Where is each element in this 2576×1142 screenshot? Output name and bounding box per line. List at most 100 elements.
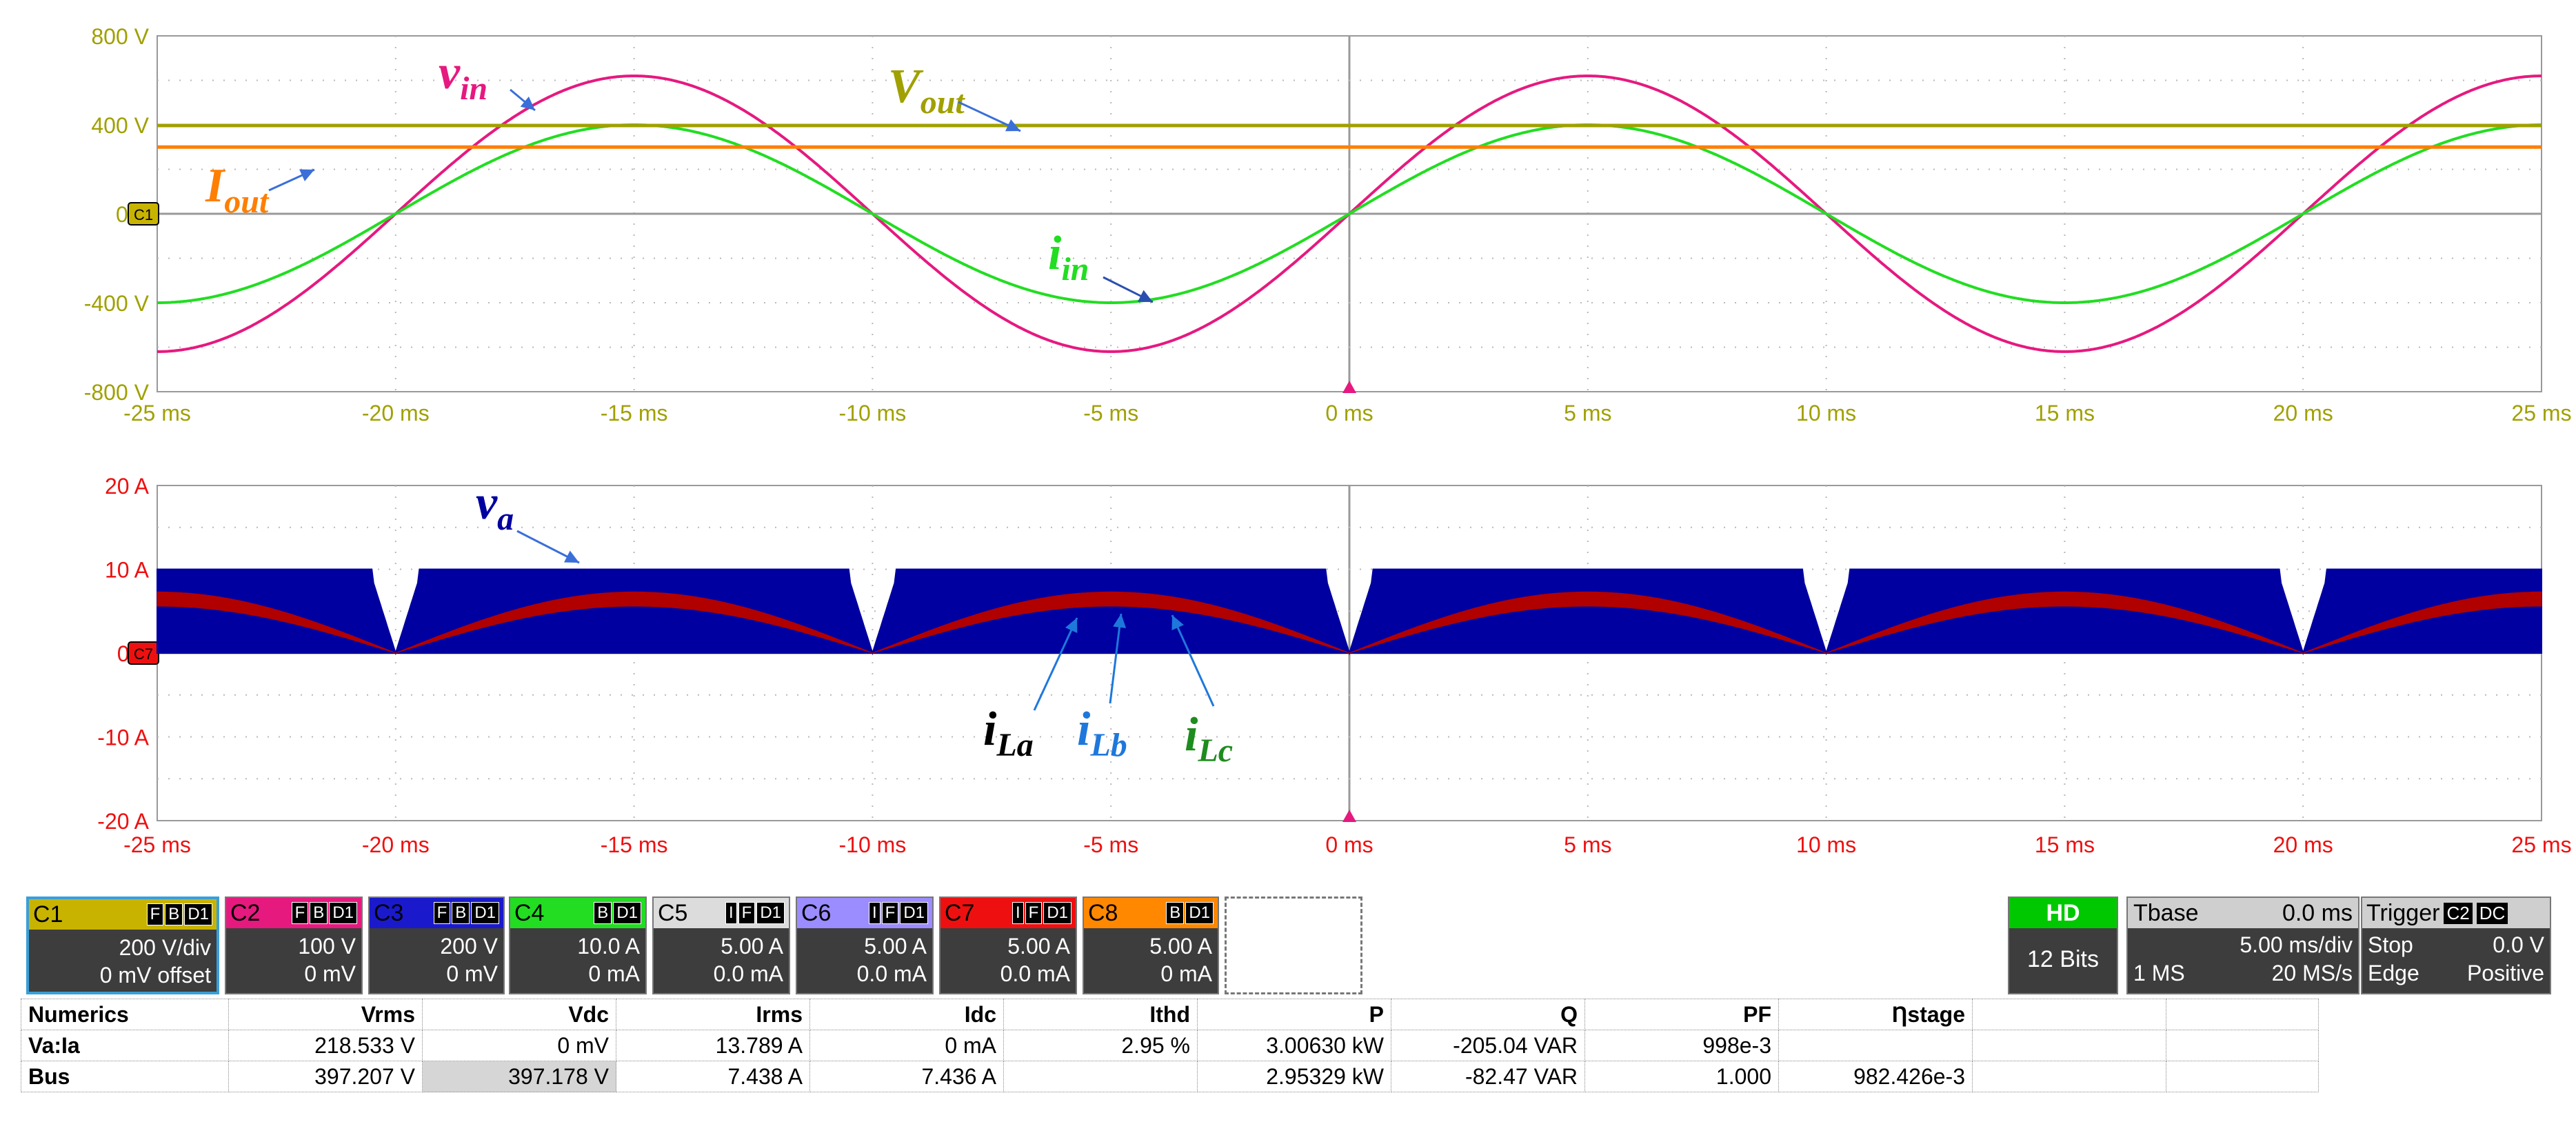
bit-depth: 12 Bits	[2027, 946, 2099, 972]
empty-cell	[2166, 1030, 2319, 1061]
channel-offset: 0.0 mA	[713, 961, 783, 986]
x-tick-label: 20 ms	[2273, 401, 2333, 425]
channel-chip-c6[interactable]: C6 I F D1 5.00 A 0.0 mA	[796, 896, 934, 994]
channel-flags: B D1	[1166, 902, 1214, 924]
header-q: Q	[1391, 999, 1585, 1030]
x-tick-label: -25 ms	[123, 401, 191, 425]
x-tick-label: 10 ms	[1796, 832, 1856, 857]
cell-nstage	[1778, 1030, 1973, 1061]
channel-name: C8	[1088, 899, 1118, 926]
trigger-slope: Positive	[2466, 961, 2544, 985]
channel-flags: F B D1	[146, 903, 212, 925]
channel-flag: F	[291, 902, 309, 924]
x-tick-label: 5 ms	[1564, 401, 1611, 425]
cell-ithd	[1003, 1061, 1198, 1092]
annotation-v-a: va	[476, 477, 580, 564]
timebase-box[interactable]: Tbase 0.0 ms 5.00 ms/div 1 MS 20 MS/s	[2126, 896, 2359, 994]
x-tick-label: -20 ms	[362, 832, 430, 857]
y-tick-label: 400 V	[91, 113, 149, 138]
x-tick-label: 25 ms	[2511, 832, 2571, 857]
channel-offset: 0.0 mA	[856, 961, 927, 986]
channel-chip-c1[interactable]: C1 F B D1 200 V/div 0 mV offset	[26, 896, 219, 994]
annotation-i-la: iLa	[983, 617, 1078, 763]
channel-chip-c7[interactable]: C7 I F D1 5.00 A 0.0 mA	[939, 896, 1077, 994]
trigger-type: Edge	[2368, 961, 2419, 985]
annotation-main-v-out: V	[888, 60, 924, 113]
annotation-main-i-out: I	[205, 159, 226, 212]
channel-flag: F	[1025, 902, 1043, 924]
header-p: P	[1197, 999, 1391, 1030]
annotation-i-lc: iLc	[1171, 614, 1233, 769]
cell-irms: 13.789 A	[616, 1030, 810, 1061]
cell-irms: 7.438 A	[616, 1061, 810, 1092]
annotation-sub-v-a: a	[497, 501, 514, 537]
annotation-sub-i-in: in	[1061, 251, 1089, 288]
channel-flag: B	[452, 902, 470, 924]
channel-chip-c5[interactable]: C5 I F D1 5.00 A 0.0 mA	[652, 896, 790, 994]
x-tick-label: 10 ms	[1796, 401, 1856, 425]
annotation-sub-v-out: out	[920, 84, 966, 121]
header-pf: PF	[1584, 999, 1779, 1030]
y-tick-label: 800 V	[91, 24, 149, 49]
channel-flag: D1	[900, 902, 928, 924]
trigger-position-marker	[1342, 381, 1356, 393]
empty-channel-slot[interactable]	[1225, 896, 1362, 994]
cell-q: -82.47 VAR	[1391, 1061, 1585, 1092]
numerics-header-row: Numerics Vrms Vdc Irms Idc Ithd P Q PF Ƞ…	[21, 999, 2319, 1030]
x-tick-label: 0 ms	[1325, 832, 1373, 857]
annotation-arrow-i-lb	[1109, 613, 1123, 704]
channel-scale: 200 V/div	[119, 935, 211, 960]
y-tick-label: -20 A	[97, 809, 149, 834]
channel-chip-header: C5 I F D1	[654, 898, 789, 928]
annotation-label-v-in: vin	[439, 46, 487, 107]
cell-q: -205.04 VAR	[1391, 1030, 1585, 1061]
channel-offset: 0 mA	[588, 961, 640, 986]
channel-flag: I	[725, 902, 737, 924]
channel-flag: I	[1012, 902, 1024, 924]
channel-flag: D1	[613, 902, 641, 924]
series-line-i_in	[157, 123, 2542, 304]
annotation-sub-i-lc: Lc	[1197, 732, 1233, 769]
channel-marker: C7	[128, 641, 159, 665]
cell-pf: 1.000	[1584, 1061, 1779, 1092]
channel-flag: D1	[1185, 902, 1214, 924]
channel-flag: I	[868, 902, 881, 924]
channel-flag: D1	[1043, 902, 1071, 924]
channel-name: C6	[801, 899, 832, 926]
empty-cell	[2166, 999, 2319, 1030]
trigger-box[interactable]: Trigger C2 DC Stop 0.0 V Edge Positive	[2361, 896, 2551, 994]
lower-plot-panel: 20 A10 A0 A-10 A-20 A-25 ms-20 ms-15 ms-…	[97, 474, 2571, 857]
channel-chip-header: C1 F B D1	[29, 899, 217, 930]
annotation-label-i-lb: iLb	[1077, 703, 1127, 763]
trigger-level: 0.0 V	[2493, 932, 2544, 957]
channel-name: C4	[514, 899, 545, 926]
x-tick-label: -15 ms	[601, 832, 668, 857]
channel-name: C3	[374, 899, 404, 926]
channel-scale: 100 V	[298, 934, 356, 959]
x-tick-label: -10 ms	[839, 401, 907, 425]
channel-chip-header: C6 I F D1	[797, 898, 932, 928]
annotation-label-v-out: Vout	[888, 60, 965, 121]
annotation-i-out: Iout	[205, 159, 315, 220]
channel-marker-box	[128, 202, 159, 226]
x-tick-label: 20 ms	[2273, 832, 2333, 857]
cell-vrms: 397.207 V	[228, 1061, 423, 1092]
channel-flag: D1	[184, 903, 212, 925]
annotation-v-in: vin	[439, 46, 536, 112]
numerics-row-vaia: Va:Ia 218.533 V 0 mV 13.789 A 0 mA 2.95 …	[21, 1030, 2319, 1061]
hd-mode-box[interactable]: HD 12 Bits	[2008, 896, 2118, 994]
annotation-arrowhead-i-lc	[1171, 615, 1184, 630]
sample-rate: 20 MS/s	[2271, 961, 2353, 985]
channel-marker-label: C7	[134, 645, 153, 663]
channel-flag: B	[594, 902, 612, 924]
channel-offset: 0 mA	[1160, 961, 1212, 986]
channel-chip-header: C2 F B D1	[226, 898, 361, 928]
y-tick-label: -10 A	[97, 725, 149, 750]
header-vdc: Vdc	[422, 999, 616, 1030]
channel-scale: 5.00 A	[864, 934, 927, 959]
channel-offset: 0.0 mA	[1000, 961, 1070, 986]
